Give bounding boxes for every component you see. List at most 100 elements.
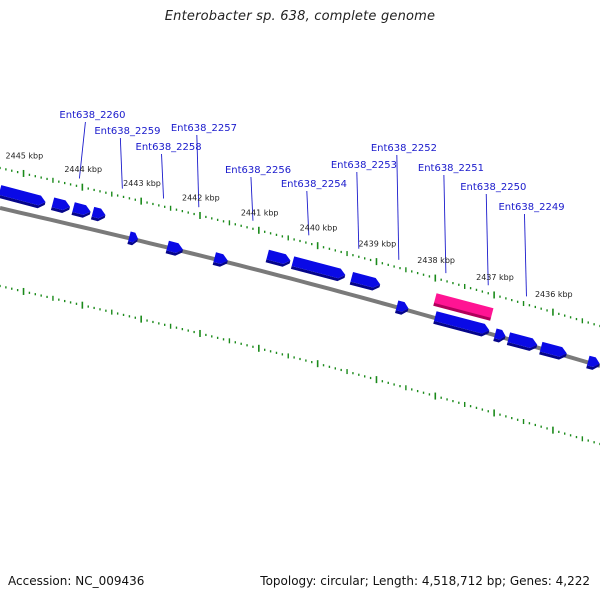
accession-label: Accession:: [8, 574, 72, 588]
gene-arrow: [539, 341, 567, 360]
gene-shadow: [265, 259, 291, 267]
gene-body: [166, 240, 184, 253]
highlighted-gene-body: [434, 293, 494, 318]
kbp-label: 2440 kbp: [300, 224, 338, 233]
gene-label: Ent638_2252: [371, 143, 437, 154]
gene-label: Ent638_2256: [225, 165, 291, 176]
gene-body: [291, 256, 346, 279]
genome-title: Enterobacter sp. 638, complete genome: [164, 9, 436, 24]
gene-arrow: [433, 311, 490, 337]
gene-label: Ent638_2250: [460, 182, 526, 193]
kbp-label: 2443 kbp: [123, 179, 161, 188]
gene-arrow: [265, 249, 291, 267]
kbp-label: 2445 kbp: [6, 151, 44, 160]
gene-shadow: [90, 214, 106, 222]
gene-arrow: [290, 256, 346, 282]
gene-body: [51, 197, 71, 211]
highlighted-gene-shadow: [433, 301, 492, 321]
kbp-label-group: 2445 kbp 2444 kbp 2443 kbp 2442 kbp 2441 kbp…: [6, 151, 573, 299]
gene-arrow: [90, 206, 106, 222]
gene-body: [434, 311, 490, 334]
gene-shadow: [290, 265, 346, 282]
gene-arrow: [127, 231, 138, 246]
gene-arrow: [50, 197, 71, 214]
length-label: Length:: [372, 574, 419, 588]
length-value: 4,518,712 bp: [421, 574, 502, 588]
gene-label-leader: [443, 174, 447, 274]
gene-arrow: [212, 252, 228, 267]
gene-label-leader: [161, 153, 164, 199]
gene-label-leader: [524, 213, 527, 297]
topology-label: Topology:: [260, 574, 317, 588]
kbp-label: 2437 kbp: [476, 273, 514, 282]
gene-shadow: [539, 351, 567, 360]
gene-shadow: [433, 320, 490, 337]
gene-body: [395, 300, 409, 312]
genes-label: Genes:: [509, 574, 552, 588]
accession-info: Accession: NC_009436: [8, 574, 144, 588]
gene-shadow: [586, 363, 600, 370]
gene-arrow: [0, 185, 46, 209]
gene-shadow: [506, 342, 538, 351]
gene-shadow: [395, 308, 409, 315]
gene-shadow: [71, 211, 91, 218]
gene-label: Ent638_2251: [418, 163, 484, 174]
gene-shadow: [165, 249, 184, 256]
gene-label: Ent638_2258: [136, 142, 202, 153]
gene-label-leader: [78, 121, 86, 179]
genome-stats: Topology: circular; Length: 4,518,712 bp…: [260, 574, 590, 588]
gene-label-leader: [485, 193, 489, 286]
accession-value: NC_009436: [75, 574, 145, 588]
gene-label-leader: [396, 154, 400, 260]
gene-label-leader: [250, 176, 254, 221]
gene-body: [494, 328, 506, 340]
gene-label-leader: [119, 137, 123, 189]
gene-label: Ent638_2254: [281, 179, 347, 190]
gene-body: [350, 272, 381, 288]
gene-body: [266, 249, 291, 264]
kbp-label: 2444 kbp: [64, 165, 102, 174]
gene-shadow: [349, 281, 381, 291]
gene-arrow: [493, 328, 506, 343]
gene-label-leader: [356, 171, 360, 249]
gene-arrow: [349, 272, 381, 291]
topology-value: circular: [320, 574, 365, 588]
gene-body: [0, 185, 46, 206]
gene-label-leader: [306, 190, 310, 236]
gene-label: Ent638_2257: [171, 123, 237, 134]
kbp-label: 2441 kbp: [241, 208, 279, 217]
gene-label: Ent638_2260: [59, 110, 125, 121]
gene-arrow: [165, 240, 184, 256]
gene-shadow: [50, 206, 71, 214]
kbp-label: 2442 kbp: [182, 193, 220, 202]
gene-arrow: [395, 300, 409, 315]
gene-shadow: [212, 260, 228, 267]
gene-label-leader: [196, 134, 200, 208]
gene-body: [128, 231, 138, 243]
gene-arrow: [71, 202, 91, 218]
gene-label: Ent638_2249: [498, 202, 564, 213]
gene-body: [586, 355, 600, 368]
gene-label-group: Ent638_2260 Ent638_2259 Ent638_2258 Ent638_…: [59, 110, 565, 297]
gene-label: Ent638_2253: [331, 160, 397, 171]
kbp-label: 2438 kbp: [417, 256, 455, 265]
gene-body: [91, 206, 106, 219]
gene-body: [72, 202, 91, 215]
highlighted-gene: [433, 293, 494, 321]
gene-label: Ent638_2259: [94, 126, 160, 137]
gene-shadow: [493, 335, 506, 343]
gene-body: [213, 252, 228, 264]
genes-value: 4,222: [555, 574, 590, 588]
gene-body: [539, 341, 567, 357]
kbp-tick-rows: [0, 166, 600, 446]
kbp-label: 2436 kbp: [535, 290, 573, 299]
gene-arrow: [506, 332, 538, 351]
kbp-label: 2439 kbp: [358, 240, 396, 249]
gene-shadow: [127, 238, 138, 246]
gene-track: [0, 185, 600, 370]
gene-body: [507, 332, 538, 349]
gene-arrow: [586, 355, 600, 370]
gene-shadow: [0, 194, 46, 209]
